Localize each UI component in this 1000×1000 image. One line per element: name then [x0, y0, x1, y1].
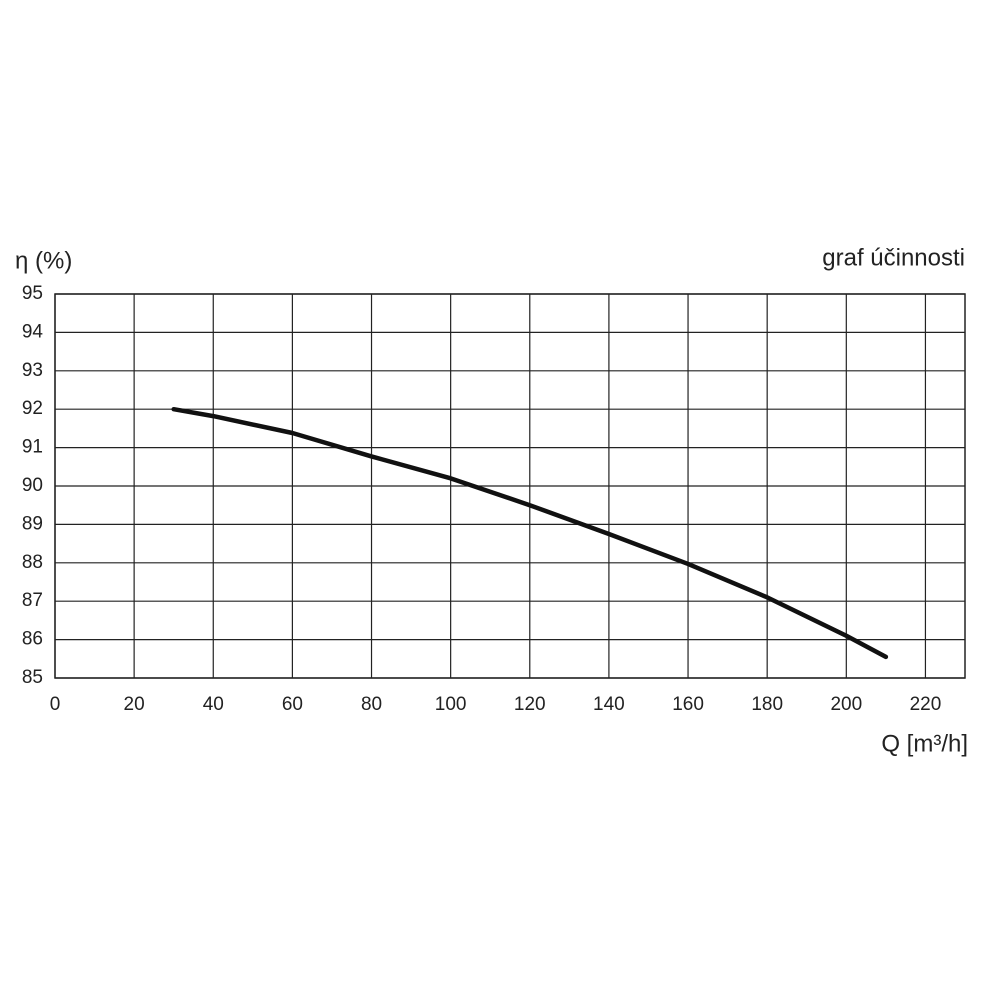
x-tick-label: 160 [672, 694, 704, 715]
y-tick-label: 91 [22, 437, 43, 458]
y-tick-label: 85 [22, 667, 43, 688]
y-tick-label: 95 [22, 283, 43, 304]
x-tick-label: 40 [203, 694, 224, 715]
y-tick-label: 93 [22, 360, 43, 381]
x-tick-label: 140 [593, 694, 625, 715]
y-tick-label: 92 [22, 398, 43, 419]
efficiency-curve [171, 406, 889, 660]
x-tick-label: 220 [910, 694, 942, 715]
x-tick-label: 0 [50, 694, 61, 715]
x-axis-label: Q [m³/h] [881, 730, 968, 757]
y-tick-label: 86 [22, 629, 43, 650]
y-tick-label: 87 [22, 590, 43, 611]
x-tick-label: 20 [124, 694, 145, 715]
x-tick-label: 60 [282, 694, 303, 715]
y-axis-label: η (%) [15, 247, 72, 274]
chart-title: graf účinnosti [822, 244, 965, 271]
x-tick-label: 120 [514, 694, 546, 715]
y-tick-label: 88 [22, 552, 43, 573]
y-tick-label: 89 [22, 513, 43, 534]
y-tick-label: 90 [22, 475, 43, 496]
x-tick-label: 200 [830, 694, 862, 715]
y-tick-label: 94 [22, 321, 44, 342]
x-tick-label: 100 [435, 694, 467, 715]
x-tick-label: 80 [361, 694, 382, 715]
x-tick-label: 180 [751, 694, 783, 715]
